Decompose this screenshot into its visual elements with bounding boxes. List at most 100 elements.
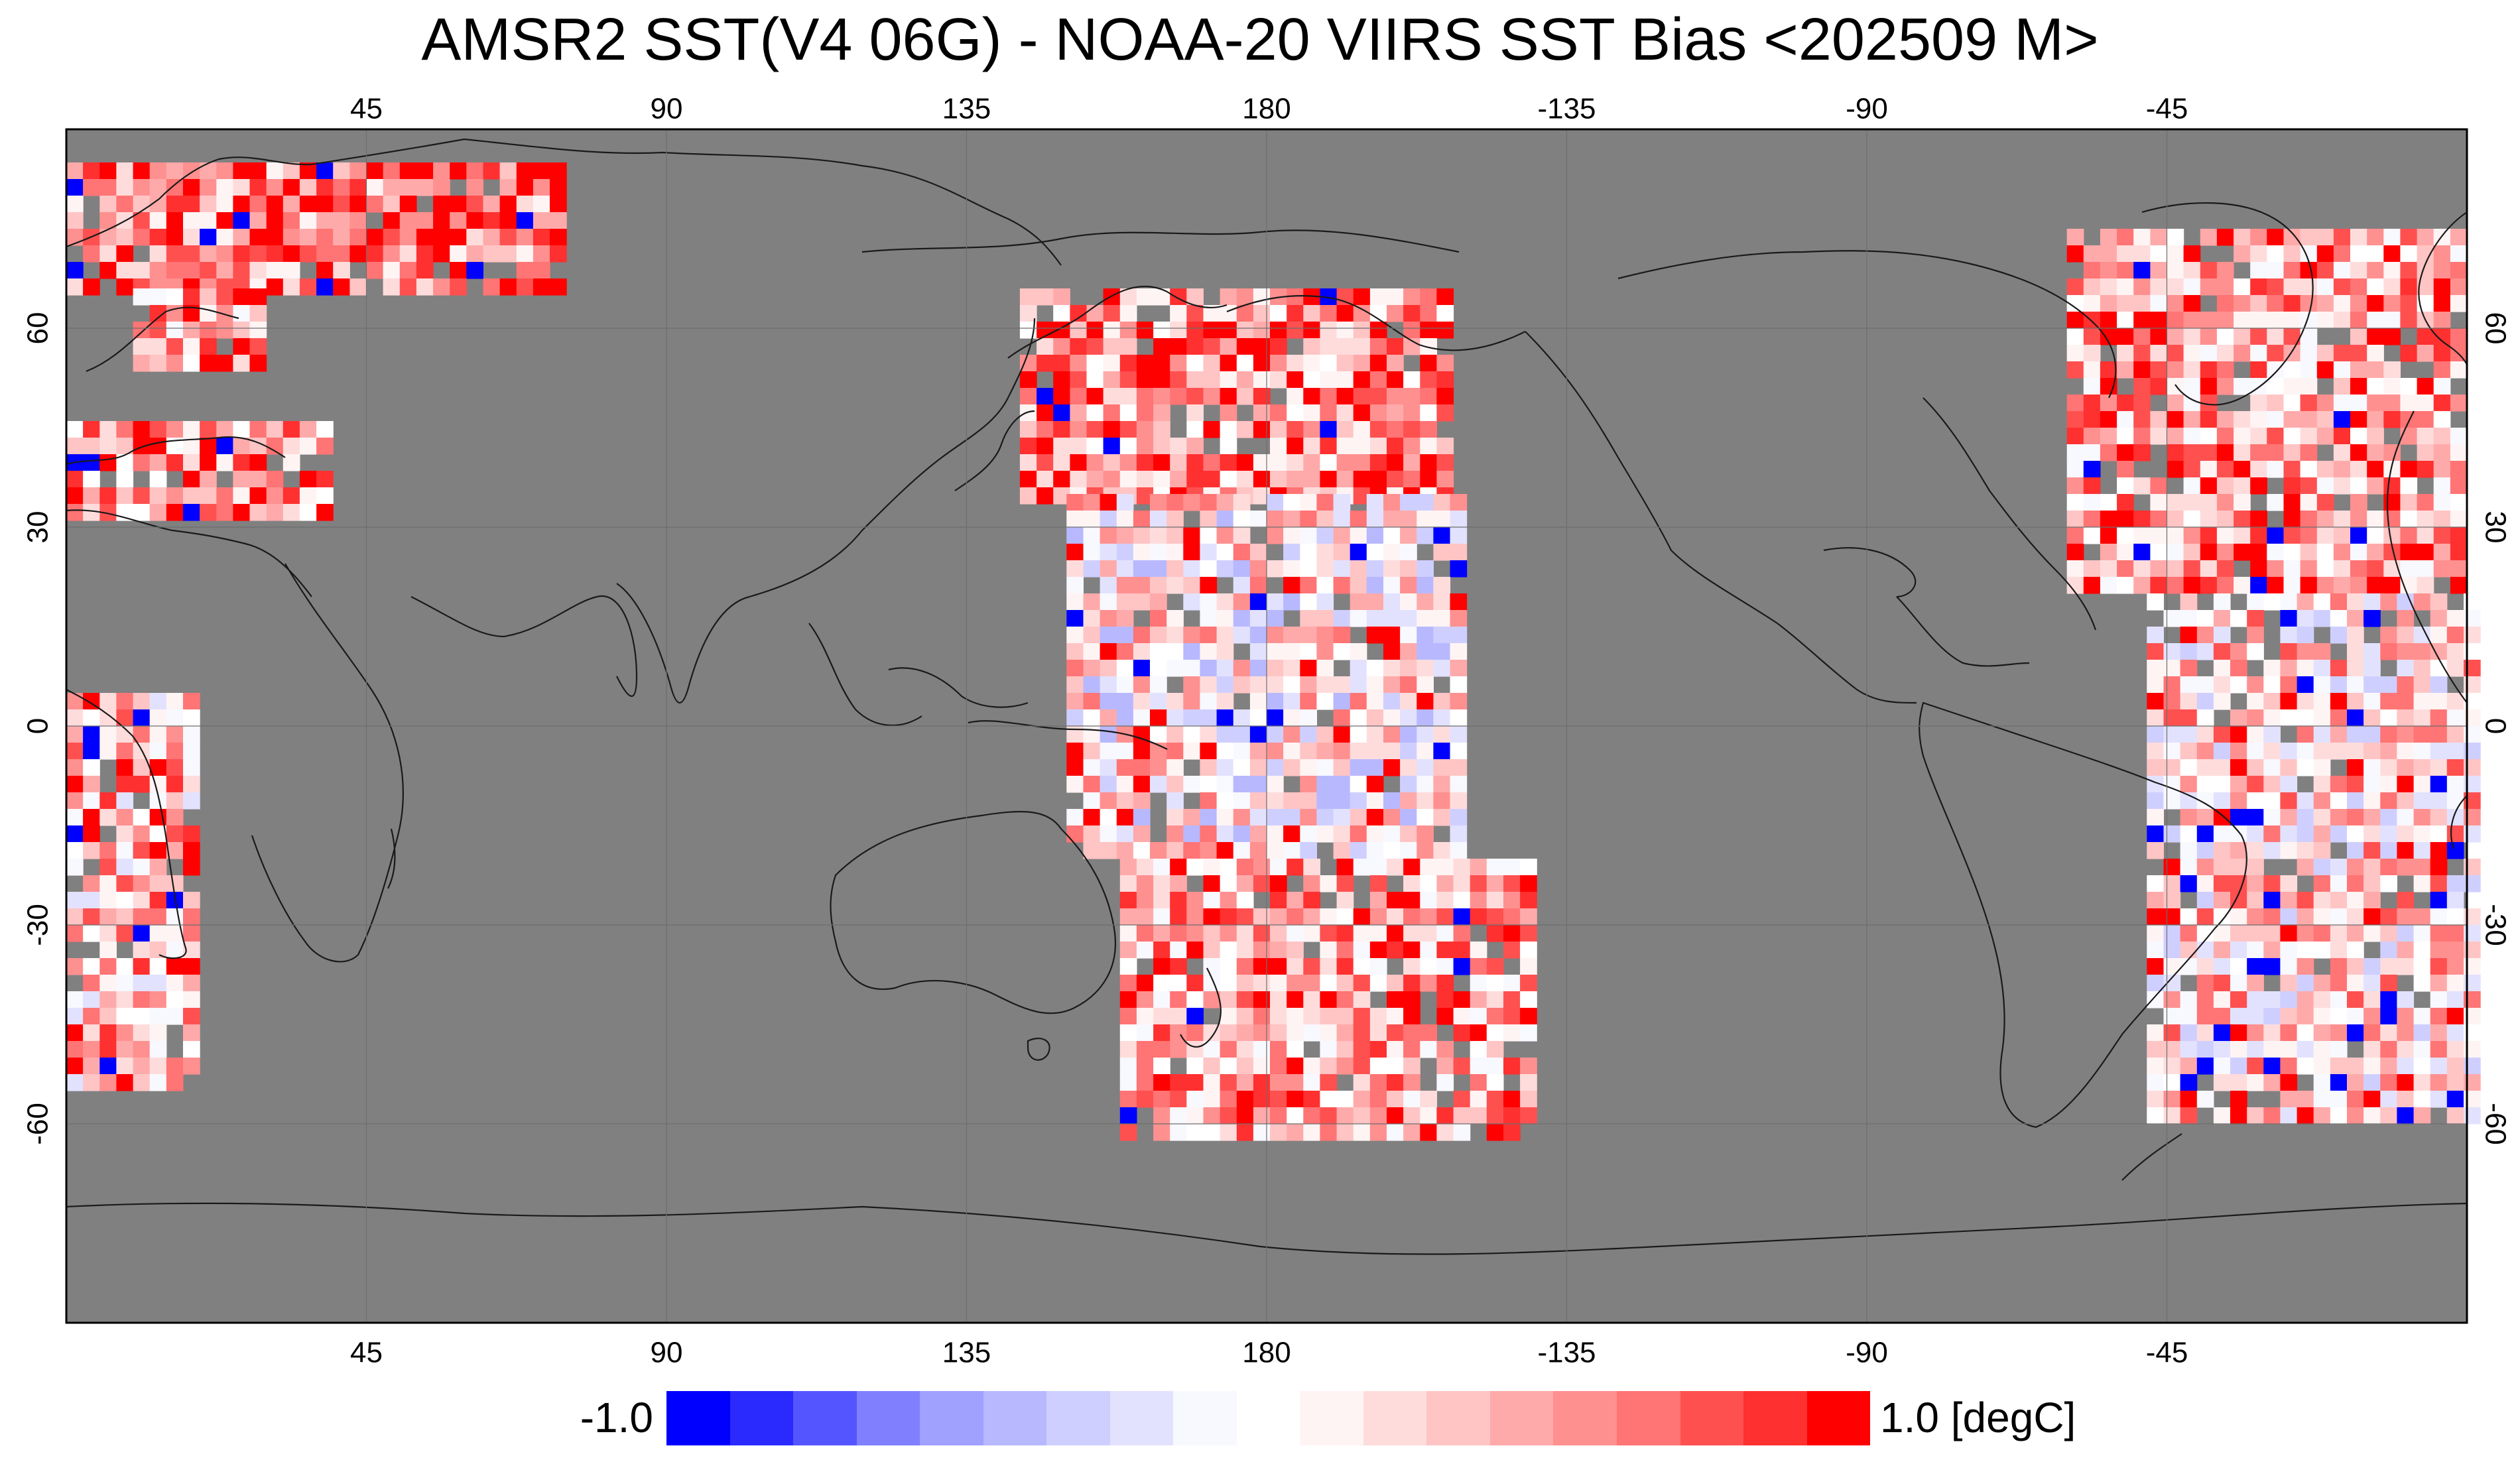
bias-cell xyxy=(1116,494,1134,511)
bias-cell xyxy=(1066,527,1084,544)
bias-cell xyxy=(1387,371,1404,389)
bias-cell xyxy=(1170,1024,1187,1042)
bias-cell xyxy=(1203,1091,1221,1108)
bias-cell xyxy=(1387,454,1404,471)
bias-cell xyxy=(149,709,167,727)
bias-cell xyxy=(1233,544,1251,561)
bias-cell xyxy=(1436,1008,1454,1025)
bias-cell xyxy=(383,179,401,196)
bias-cell xyxy=(1116,709,1134,727)
bias-cell xyxy=(2216,477,2234,495)
bias-cell xyxy=(166,504,184,521)
bias-cell xyxy=(99,454,117,471)
bias-cell xyxy=(2400,312,2418,329)
bias-cell xyxy=(1303,438,1320,455)
bias-cell xyxy=(1236,942,1254,959)
bias-cell xyxy=(2147,942,2164,959)
colorbar-min-label: -1.0 xyxy=(580,1394,653,1441)
bias-cell xyxy=(2180,643,2198,660)
bias-cell xyxy=(1303,338,1320,355)
bias-cell xyxy=(1270,1024,1287,1042)
bias-cell xyxy=(2333,477,2351,495)
bias-cell xyxy=(183,825,200,843)
bias-cell xyxy=(1420,438,1437,455)
bias-cell xyxy=(2367,560,2384,578)
bias-cell xyxy=(1387,892,1404,909)
bias-cell xyxy=(1436,438,1454,455)
bias-cell xyxy=(2433,477,2451,495)
bias-cell xyxy=(2380,975,2397,992)
bias-cell xyxy=(166,288,184,306)
bias-cell xyxy=(1200,726,1218,743)
bias-cell xyxy=(2433,328,2451,345)
bias-cell xyxy=(2183,328,2201,345)
bias-cell xyxy=(1303,991,1320,1008)
bias-cell xyxy=(1170,908,1187,926)
bias-cell xyxy=(2397,925,2415,942)
bias-cell xyxy=(1166,610,1184,627)
bias-cell xyxy=(233,288,251,306)
bias-cell xyxy=(2280,908,2298,926)
bias-cell xyxy=(2147,1058,2164,1075)
bias-cell xyxy=(2196,1058,2214,1075)
colorbar-cell-10 xyxy=(1300,1391,1363,1445)
bias-cell xyxy=(1420,942,1437,959)
bias-cell xyxy=(2183,245,2201,263)
bias-cell xyxy=(1450,560,1468,578)
bias-cell xyxy=(2283,312,2301,329)
bias-cell xyxy=(1086,471,1104,488)
bias-cell xyxy=(1403,958,1420,975)
bias-cell xyxy=(1350,726,1367,743)
bias-cell xyxy=(249,162,267,180)
bias-cell xyxy=(2297,942,2314,959)
bias-cell xyxy=(2413,925,2431,942)
bias-cell xyxy=(1086,371,1104,389)
bias-cell xyxy=(1387,942,1404,959)
bias-cell xyxy=(1170,1091,1187,1108)
bias-cell xyxy=(2316,577,2334,594)
bias-cell xyxy=(66,1058,84,1075)
bias-cell xyxy=(2213,676,2231,694)
bias-cell xyxy=(299,245,317,263)
bias-cell xyxy=(1186,975,1204,992)
bias-cell xyxy=(2280,1091,2298,1108)
bias-cell xyxy=(1333,610,1351,627)
bias-cell xyxy=(2316,245,2334,263)
bias-cell xyxy=(1453,942,1471,959)
bias-cell xyxy=(2450,461,2468,478)
bias-cell xyxy=(166,262,184,279)
bias-cell xyxy=(2297,1024,2314,1042)
bias-cell xyxy=(1366,660,1384,677)
bias-cell xyxy=(2446,1058,2464,1075)
bias-cell xyxy=(1150,527,1167,544)
bias-cell xyxy=(2247,892,2264,909)
bias-cell xyxy=(1170,975,1187,992)
bias-cell xyxy=(149,1041,167,1058)
bias-cell xyxy=(466,229,483,246)
bias-cell xyxy=(1203,958,1221,975)
bias-cell xyxy=(1236,1024,1254,1042)
bias-cell xyxy=(1203,942,1221,959)
bias-cell xyxy=(1116,593,1134,611)
bias-cell xyxy=(1420,1041,1437,1058)
bias-cell xyxy=(2133,577,2151,594)
bias-cell xyxy=(1433,511,1451,528)
bias-cell xyxy=(1387,338,1404,355)
bias-cell xyxy=(233,245,251,263)
bias-cell xyxy=(1153,371,1170,389)
bias-cell xyxy=(1070,404,1088,422)
bias-cell xyxy=(1283,743,1300,760)
bias-cell xyxy=(2117,428,2134,445)
bias-cell xyxy=(1150,643,1167,660)
bias-cell xyxy=(2147,991,2164,1008)
bias-cell xyxy=(1253,942,1271,959)
bias-cell xyxy=(1100,792,1117,810)
bias-cell xyxy=(1216,627,1234,644)
bias-cell xyxy=(1520,1107,1537,1125)
bias-cell xyxy=(2367,444,2384,461)
bias-cell xyxy=(1320,908,1338,926)
bias-cell xyxy=(1083,709,1101,727)
bias-cell xyxy=(2446,776,2464,793)
bias-cell xyxy=(2383,477,2401,495)
bias-cell xyxy=(1086,338,1104,355)
